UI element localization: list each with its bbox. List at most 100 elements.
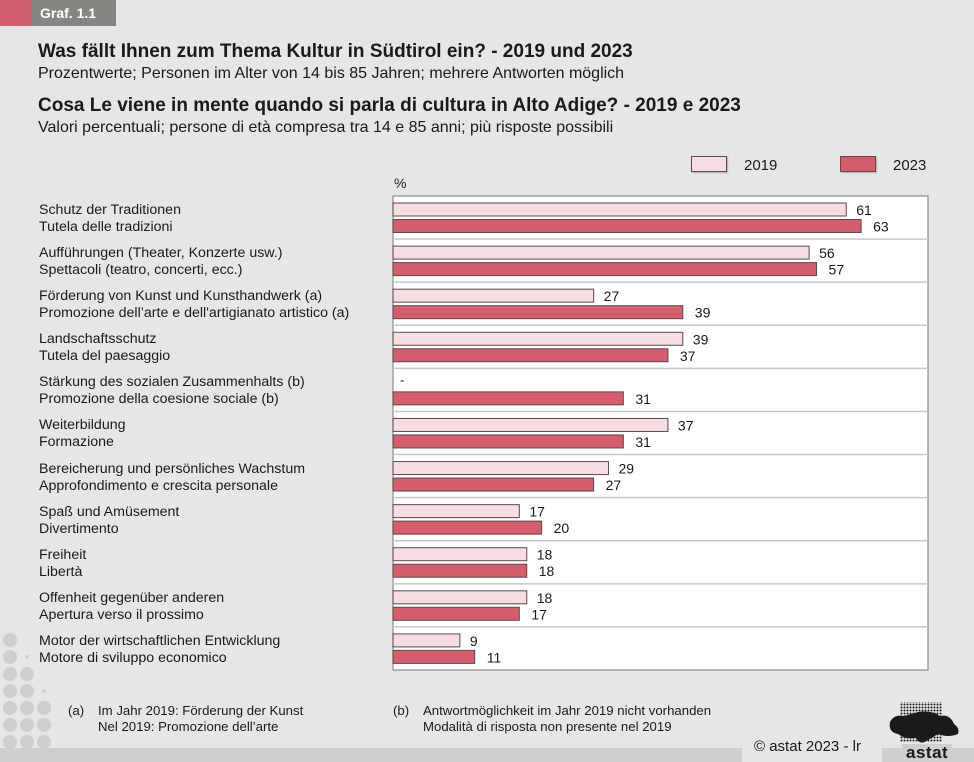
bar-2019: [392, 417, 669, 432]
category-label-german: Motor der wirtschaftlichen Entwicklung: [39, 632, 281, 649]
category-label-italian: Tutela del paesaggio: [39, 348, 171, 365]
category-label-german: Weiterbildung: [39, 417, 126, 434]
footnote-b-italian: Modalità di risposta non presente nel 20…: [423, 719, 672, 734]
category-label-german: Bereicherung und persönliches Wachstum: [39, 460, 306, 477]
decorative-dot: [20, 718, 34, 732]
category-label-german: Freiheit: [39, 546, 87, 563]
decorative-dot: [20, 735, 34, 749]
decorative-dot: [37, 718, 51, 732]
category-label-italian: Promozione della coesione sociale (b): [39, 391, 279, 408]
category-label-italian: Formazione: [39, 434, 114, 451]
bar-value-label: 27: [606, 477, 622, 493]
bar-value-label: 9: [470, 633, 478, 649]
bar-value-label: 57: [829, 262, 845, 278]
decorative-dot: [3, 735, 17, 749]
decorative-dot: [3, 633, 17, 647]
figure-badge: Graf. 1.1: [31, 0, 116, 26]
category-label-german: Schutz der Traditionen: [39, 202, 181, 218]
decorative-dot: [20, 667, 34, 681]
logo-text: astat: [902, 744, 953, 762]
bar-2023: [392, 649, 476, 664]
category-label-italian: Divertimento: [39, 520, 119, 537]
bar-value-label: 37: [680, 348, 696, 364]
decorative-dot: [20, 684, 34, 698]
decorative-dot: [3, 701, 17, 715]
bar-value-label: 31: [635, 391, 651, 407]
bar-2023: [392, 305, 684, 320]
bar-2019: [392, 633, 461, 648]
bar-2019: [392, 461, 609, 476]
bar-2019: [392, 331, 684, 346]
decorative-dot: [3, 650, 17, 664]
bar-2019: [392, 245, 810, 260]
bar-value-label: 39: [693, 331, 709, 347]
bar-2023: [392, 520, 543, 535]
bar-2019: [392, 590, 528, 605]
category-label-german: Stärkung des sozialen Zusammenhalts (b): [39, 374, 305, 391]
legend-label-2023: 2023: [893, 157, 927, 174]
bar-value-label: 27: [604, 288, 620, 304]
category-label-italian: Apertura verso il prossimo: [39, 606, 204, 623]
decorative-dot: [37, 735, 51, 749]
bar-value-label: 29: [618, 461, 634, 477]
title-german: Was fällt Ihnen zum Thema Kultur in Südt…: [38, 41, 633, 62]
bar-value-label: 18: [539, 563, 555, 579]
bar-2019: [392, 504, 520, 519]
bar-2023: [392, 391, 624, 406]
category-label-italian: Promozione dell’arte e dell'artigianato …: [39, 305, 350, 322]
bar-value-label: 39: [695, 305, 711, 321]
bar-value-label: 18: [537, 547, 553, 563]
astat-logo-icon: [889, 702, 959, 743]
bar-value-label: 18: [537, 590, 553, 606]
bar-2023: [392, 477, 595, 492]
footnote-a-italian: Nel 2019: Promozione dell’arte: [98, 719, 279, 734]
decorative-dot: [3, 718, 17, 732]
legend-swatch-2019: [691, 156, 727, 172]
category-label-german: Landschaftsschutz: [39, 331, 157, 348]
bar-value-label: 17: [529, 504, 545, 520]
copyright-notice: © astat 2023 - lr: [742, 735, 882, 762]
decorative-dot: [3, 667, 17, 681]
decorative-dot: [37, 701, 51, 715]
decorative-dot: [3, 684, 17, 698]
footer-strip: [0, 748, 974, 762]
title-italian: Cosa Le viene in mente quando si parla d…: [38, 95, 741, 116]
decorative-dot: [42, 689, 46, 693]
bar-value-label: 11: [487, 649, 502, 665]
category-label-italian: Libertà: [39, 563, 83, 580]
decorative-dot: [20, 701, 34, 715]
bar-value-label: 31: [635, 434, 651, 450]
bar-2023: [392, 348, 669, 363]
footnote-a-marker: (a): [68, 703, 85, 718]
footnote-b-marker: (b): [393, 703, 410, 718]
unit-label: %: [394, 175, 407, 191]
bar-value-label: 17: [531, 606, 547, 622]
decorative-dot: [25, 655, 29, 659]
category-label-german: Offenheit gegenüber anderen: [39, 589, 225, 606]
bar-2023: [392, 563, 528, 578]
subtitle-german: Prozentwerte; Personen im Alter von 14 b…: [38, 65, 625, 82]
bar-2023: [392, 262, 818, 277]
accent-tab: [0, 0, 31, 26]
bar-value-label: 61: [856, 202, 872, 218]
category-label-italian: Approfondimento e crescita personale: [39, 477, 278, 494]
category-label-italian: Motore di sviluppo economico: [39, 649, 227, 666]
bar-2019: [392, 547, 528, 562]
category-label-italian: Tutela delle tradizioni: [39, 219, 173, 235]
bar-value-label: 56: [819, 245, 835, 261]
subtitle-italian: Valori percentuali; persone di età compr…: [38, 119, 614, 136]
category-label-german: Spaß und Amüsement: [39, 503, 180, 520]
footnote-b-german: Antwortmöglichkeit im Jahr 2019 nicht vo…: [423, 703, 712, 718]
bar-2019: [392, 202, 847, 217]
bar-2023: [392, 606, 520, 621]
bar-2019: [392, 288, 595, 303]
bar-value-label-missing: -: [400, 372, 404, 387]
bar-2023: [392, 219, 862, 233]
category-label-german: Aufführungen (Theater, Konzerte usw.): [39, 245, 283, 262]
bar-value-label: 20: [554, 520, 570, 536]
footnote-a-german: Im Jahr 2019: Förderung der Kunst: [98, 703, 304, 718]
bar-2023: [392, 434, 624, 449]
category-label-german: Förderung von Kunst und Kunsthandwerk (a…: [39, 288, 323, 305]
legend-label-2019: 2019: [744, 157, 778, 174]
